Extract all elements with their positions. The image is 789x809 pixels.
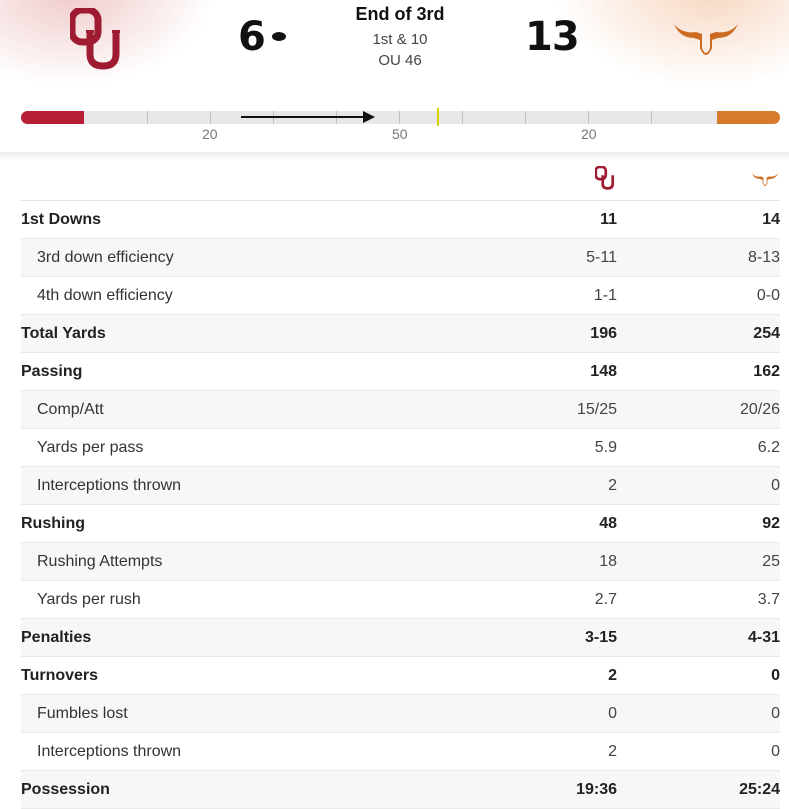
home-stat-value: 2 (608, 476, 617, 494)
yard-tick (147, 111, 148, 124)
home-stat-value: 48 (599, 514, 617, 532)
yard-tick (462, 111, 463, 124)
home-stat-value: 18 (599, 552, 617, 570)
longhorn-logo-icon (751, 173, 779, 186)
stat-label: 4th down efficiency (37, 286, 173, 304)
longhorn-logo-icon[interactable] (672, 18, 740, 58)
table-header (21, 160, 780, 201)
yard-label: 50 (392, 126, 408, 142)
stat-label: 1st Downs (21, 210, 102, 228)
home-stat-value: 2 (608, 666, 617, 684)
field-position-bar (21, 108, 780, 126)
away-stat-value: 254 (753, 324, 780, 342)
table-row: Comp/Att 15/25 20/26 (21, 391, 780, 429)
stat-label: Yards per pass (37, 438, 144, 456)
home-stat-value: 15/25 (576, 400, 617, 418)
possession-football-icon (272, 32, 286, 41)
home-stat-value: 5.9 (594, 438, 617, 456)
home-score: 6 (238, 14, 266, 60)
home-stat-value: 11 (600, 210, 617, 228)
stats-rows: 1st Downs 11 14 3rd down efficiency 5-11 8-13… (21, 201, 780, 809)
yard-tick (399, 111, 400, 124)
table-row: Total Yards 196 254 (21, 315, 780, 353)
stat-label: Passing (21, 362, 83, 380)
stat-label: Total Yards (21, 324, 106, 342)
home-stat-value: 196 (590, 324, 617, 342)
away-score: 13 (525, 14, 580, 60)
away-color-glow (549, 0, 789, 90)
yard-tick (588, 111, 589, 124)
down-and-distance: 1st & 10 (372, 31, 428, 48)
away-stat-value: 14 (762, 210, 780, 228)
home-endzone (21, 111, 84, 124)
table-row: Penalties 3-15 4-31 (21, 619, 780, 657)
table-row: Passing 148 162 (21, 353, 780, 391)
home-stat-value: 5-11 (586, 248, 617, 266)
yard-label: 20 (581, 126, 597, 142)
table-row: Yards per pass 5.9 6.2 (21, 429, 780, 467)
home-stat-value: 2 (608, 742, 617, 760)
ou-logo-icon (595, 166, 615, 190)
table-row: Yards per rush 2.7 3.7 (21, 581, 780, 619)
home-color-glow (0, 0, 220, 90)
stat-label: Possession (21, 780, 110, 798)
home-stat-value: 148 (590, 362, 617, 380)
stat-label: Penalties (21, 628, 92, 646)
yard-label: 20 (202, 126, 218, 142)
table-row: 1st Downs 11 14 (21, 201, 780, 239)
table-row: Turnovers 2 0 (21, 657, 780, 695)
drive-arrow-icon (241, 111, 381, 124)
stat-label: Interceptions thrown (37, 476, 182, 494)
table-row: Rushing Attempts 18 25 (21, 543, 780, 581)
table-row: Interceptions thrown 2 0 (21, 733, 780, 771)
scoreboard-header: 6 End of 3rd 1st & 10 OU 46 13 20 50 20 (0, 0, 789, 150)
away-stat-value: 3.7 (757, 590, 780, 608)
away-stat-value: 25 (762, 552, 780, 570)
stat-label: Rushing (21, 514, 85, 532)
table-row: 4th down efficiency 1-1 0-0 (21, 277, 780, 315)
stat-label: 3rd down efficiency (37, 248, 174, 266)
table-row: Interceptions thrown 2 0 (21, 467, 780, 505)
table-row: Possession 19:36 25:24 (21, 771, 780, 809)
away-stat-value: 0 (771, 704, 780, 722)
away-stat-value: 25:24 (739, 780, 780, 798)
away-stat-value: 92 (762, 514, 780, 532)
home-stat-value: 19:36 (576, 780, 617, 798)
away-stat-value: 20/26 (739, 400, 780, 418)
stat-label: Yards per rush (37, 590, 141, 608)
stat-label: Turnovers (21, 666, 99, 684)
away-stat-value: 4-31 (747, 628, 780, 646)
yard-tick (210, 111, 211, 124)
team-stats-table: 1st Downs 11 14 3rd down efficiency 5-11 8-13… (21, 160, 780, 809)
ball-spot: OU 46 (378, 52, 422, 69)
table-row: Fumbles lost 0 0 (21, 695, 780, 733)
stat-label: Comp/Att (37, 400, 104, 418)
home-stat-value: 0 (608, 704, 617, 722)
home-stat-value: 2.7 (594, 590, 617, 608)
home-stat-value: 1-1 (593, 286, 617, 304)
away-stat-value: 6.2 (757, 438, 780, 456)
stat-label: Interceptions thrown (37, 742, 182, 760)
table-row: 3rd down efficiency 5-11 8-13 (21, 239, 780, 277)
away-stat-value: 0 (771, 666, 780, 684)
away-stat-value: 0 (771, 476, 780, 494)
home-stat-value: 3-15 (584, 628, 617, 646)
yard-tick (525, 111, 526, 124)
away-endzone (717, 111, 780, 124)
ou-logo-icon[interactable] (70, 8, 122, 70)
stat-label: Fumbles lost (37, 704, 128, 722)
away-stat-value: 0 (771, 742, 780, 760)
first-down-marker (437, 108, 439, 126)
game-status: End of 3rd (355, 4, 445, 24)
table-row: Rushing 48 92 (21, 505, 780, 543)
away-stat-value: 0-0 (756, 286, 780, 304)
away-stat-value: 162 (753, 362, 780, 380)
yard-tick (651, 111, 652, 124)
header-divider (0, 152, 789, 160)
stat-label: Rushing Attempts (37, 552, 163, 570)
away-stat-value: 8-13 (747, 248, 780, 266)
